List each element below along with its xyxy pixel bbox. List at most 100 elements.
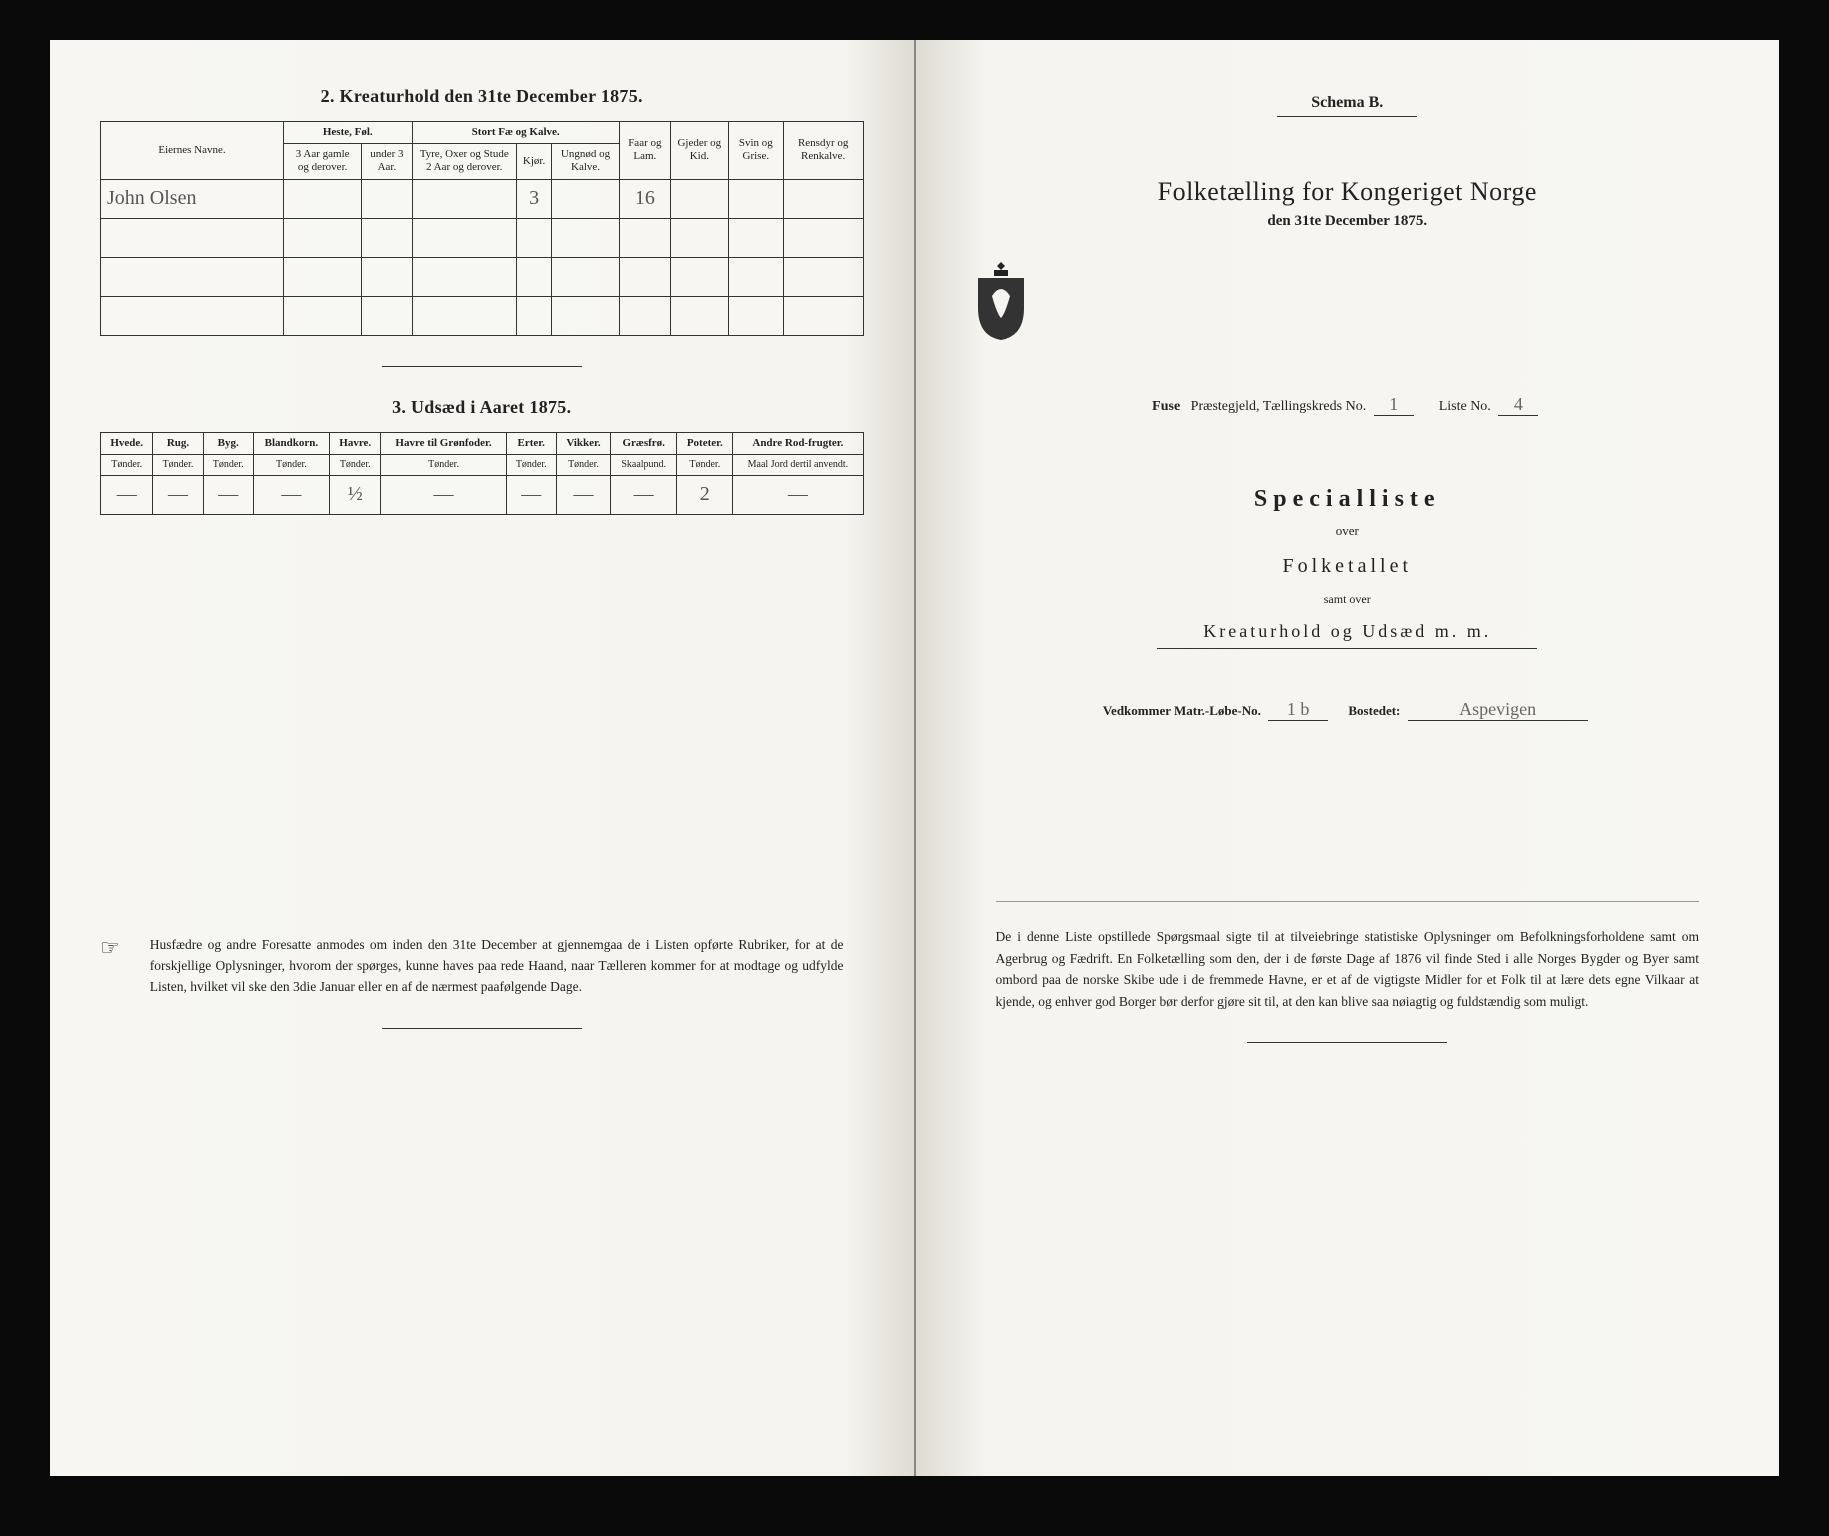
seed-col-header: Andre Rod-frugter. <box>733 432 863 454</box>
seed-col-unit: Tønder. <box>506 454 556 475</box>
table-cell <box>101 257 284 296</box>
table-cell <box>783 257 863 296</box>
table-cell <box>516 218 551 257</box>
kreds-no: 1 <box>1374 394 1414 416</box>
seed-col-unit: Tønder. <box>203 454 253 475</box>
table-cell <box>552 179 620 218</box>
meta-line: Fuse Præstegjeld, Tællingskreds No. 1 Li… <box>966 394 1730 416</box>
table-cell <box>362 218 412 257</box>
seed-value-cell: — <box>253 475 329 514</box>
table-cell: John Olsen <box>101 179 284 218</box>
table-row: John Olsen316 <box>101 179 864 218</box>
seed-col-header: Blandkorn. <box>253 432 329 454</box>
kreaturhold-heading: Kreaturhold og Udsæd m. m. <box>966 621 1730 642</box>
table-cell <box>670 179 728 218</box>
left-footnote: Husfædre og andre Foresatte anmodes om i… <box>150 935 844 998</box>
table-cell <box>728 296 783 335</box>
seed-value-cell: 2 <box>677 475 733 514</box>
table-cell <box>552 257 620 296</box>
book-spread: 2. Kreaturhold den 31te December 1875. E… <box>50 40 1779 1476</box>
table-row <box>101 257 864 296</box>
left-page: 2. Kreaturhold den 31te December 1875. E… <box>50 40 916 1476</box>
col-ren: Rensdyr og Renkalve. <box>783 122 863 180</box>
table-cell: 3 <box>516 179 551 218</box>
col-stort-a: Tyre, Oxer og Stude 2 Aar og derover. <box>412 144 516 179</box>
table-cell <box>516 257 551 296</box>
table-cell <box>552 218 620 257</box>
seed-col-unit: Tønder. <box>253 454 329 475</box>
seed-col-header: Byg. <box>203 432 253 454</box>
section2-title: 2. Kreaturhold den 31te December 1875. <box>100 86 864 107</box>
seed-table: Hvede.Rug.Byg.Blandkorn.Havre.Havre til … <box>100 432 864 515</box>
seed-col-header: Vikker. <box>556 432 610 454</box>
seed-col-header: Havre. <box>330 432 381 454</box>
census-subtitle: den 31te December 1875. <box>966 213 1730 230</box>
divider-right-bottom <box>1247 1042 1447 1043</box>
col-faar: Faar og Lam. <box>619 122 670 180</box>
seed-col-unit: Maal Jord dertil anvendt. <box>733 454 863 475</box>
col-gjeder: Gjeder og Kid. <box>670 122 728 180</box>
seed-col-unit: Tønder. <box>153 454 203 475</box>
table-cell <box>619 257 670 296</box>
table-cell <box>783 179 863 218</box>
col-heste-a: 3 Aar gamle og derover. <box>284 144 362 179</box>
seed-col-unit: Tønder. <box>101 454 153 475</box>
right-page: Schema B. Folketælling for Kongeriget No… <box>916 40 1780 1476</box>
vedkommer-line: Vedkommer Matr.-Løbe-No. 1 b Bostedet: A… <box>966 699 1730 721</box>
coat-of-arms-icon <box>966 258 1036 343</box>
seed-col-header: Rug. <box>153 432 203 454</box>
table-cell <box>362 257 412 296</box>
prestegjeld-name: Fuse <box>1152 399 1180 414</box>
seed-col-unit: Tønder. <box>677 454 733 475</box>
seed-col-header: Havre til Grønfoder. <box>381 432 506 454</box>
seed-value-cell: — <box>506 475 556 514</box>
col-stort-c: Ungnød og Kalve. <box>552 144 620 179</box>
table-cell <box>101 218 284 257</box>
table-cell <box>728 257 783 296</box>
table-cell <box>412 218 516 257</box>
bosted-value: Aspevigen <box>1408 699 1588 721</box>
specialliste-heading: Specialliste <box>966 486 1730 513</box>
table-cell <box>670 218 728 257</box>
col-heste-group: Heste, Føl. <box>284 122 413 144</box>
table-cell <box>284 218 362 257</box>
seed-col-header: Hvede. <box>101 432 153 454</box>
seed-value-cell: ½ <box>330 475 381 514</box>
col-stort-b: Kjør. <box>516 144 551 179</box>
liste-label: Liste No. <box>1439 399 1491 414</box>
census-title: Folketælling for Kongeriget Norge <box>966 177 1730 207</box>
table-cell <box>728 218 783 257</box>
table-cell <box>619 218 670 257</box>
seed-col-unit: Skaalpund. <box>611 454 677 475</box>
col-heste-b: under 3 Aar. <box>362 144 412 179</box>
table-cell <box>101 296 284 335</box>
schema-underline <box>1277 116 1417 117</box>
seed-value-cell: — <box>203 475 253 514</box>
col-svin: Svin og Grise. <box>728 122 783 180</box>
table-cell <box>284 179 362 218</box>
seed-col-unit: Tønder. <box>556 454 610 475</box>
seed-value-cell: — <box>153 475 203 514</box>
table-cell <box>728 179 783 218</box>
seed-value-cell: — <box>733 475 863 514</box>
table-cell <box>284 257 362 296</box>
table-row <box>101 218 864 257</box>
praestegjeld-label: Præstegjeld, Tællingskreds No. <box>1191 399 1367 414</box>
left-footnote-block: ☞ Husfædre og andre Foresatte anmodes om… <box>100 935 864 998</box>
pointing-hand-icon: ☞ <box>100 935 120 998</box>
liste-no: 4 <box>1498 394 1538 416</box>
table-cell <box>670 257 728 296</box>
seed-value-cell: — <box>381 475 506 514</box>
kreat-underline <box>1157 648 1537 649</box>
samt-over-text: samt over <box>966 592 1730 607</box>
seed-col-header: Erter. <box>506 432 556 454</box>
matr-no: 1 b <box>1268 699 1328 721</box>
table-cell <box>284 296 362 335</box>
folketallet-heading: Folketallet <box>966 555 1730 578</box>
table-cell <box>362 179 412 218</box>
seed-value-cell: — <box>556 475 610 514</box>
schema-label: Schema B. <box>966 94 1730 112</box>
table-cell <box>412 296 516 335</box>
matr-label: Vedkommer Matr.-Løbe-No. <box>1103 703 1261 718</box>
table-cell <box>783 296 863 335</box>
